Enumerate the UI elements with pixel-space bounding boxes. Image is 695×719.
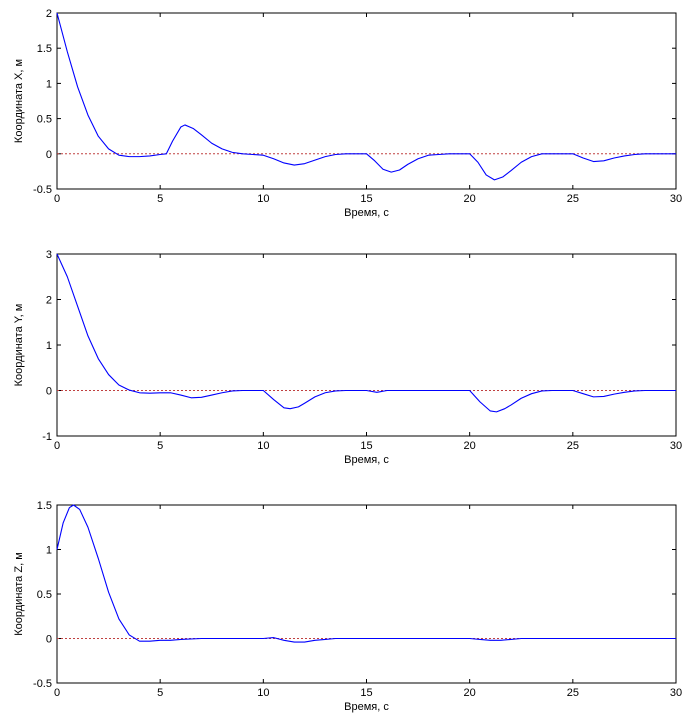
y-tick-label: 2: [46, 295, 52, 307]
x-tick-label: 25: [567, 193, 579, 205]
y-tick-label: 1.5: [37, 500, 52, 512]
x-tick-label: 0: [54, 193, 60, 205]
x-tick-label: 5: [157, 687, 163, 699]
x-tick-label: 30: [670, 440, 682, 452]
y-tick-label: 2: [46, 8, 52, 20]
y-axis-label: Координата Z, м: [13, 552, 25, 636]
series-line: [56, 12, 676, 181]
x-tick-label: 30: [670, 687, 682, 699]
x-tick-label: 10: [257, 687, 269, 699]
x-tick-label: 0: [54, 440, 60, 452]
x-tick-label: 25: [567, 440, 579, 452]
y-tick-label: 1: [46, 340, 52, 352]
y-tick-label: 1: [46, 78, 52, 90]
x-tick-label: 20: [464, 440, 476, 452]
y-tick-label: 1.5: [37, 43, 52, 55]
x-axis-label: Время, с: [344, 701, 389, 713]
y-tick-label: 0: [46, 386, 52, 398]
x-tick-label: 20: [464, 193, 476, 205]
x-tick-label: 15: [360, 440, 372, 452]
plot-area: [56, 504, 677, 684]
y-tick-label: -0.5: [33, 184, 52, 196]
y-tick-label: 1: [46, 545, 52, 557]
y-tick-label: 0.5: [37, 114, 52, 126]
series-line: [56, 504, 676, 643]
x-tick-label: 10: [257, 193, 269, 205]
y-tick-label: 0.5: [37, 589, 52, 601]
x-tick-label: 30: [670, 193, 682, 205]
y-tick-label: -1: [42, 431, 52, 443]
y-tick-label: 0: [46, 634, 52, 646]
series-line: [56, 253, 676, 413]
x-tick-label: 0: [54, 687, 60, 699]
y-axis-label: Координата X, м: [13, 59, 25, 143]
x-tick-label: 15: [360, 193, 372, 205]
y-tick-label: 3: [46, 249, 52, 261]
plot-area: [56, 253, 677, 437]
plot-area: [56, 12, 677, 190]
x-tick-label: 25: [567, 687, 579, 699]
x-tick-label: 10: [257, 440, 269, 452]
y-axis-label: Координата Y, м: [13, 304, 25, 387]
x-axis-label: Время, с: [344, 207, 389, 219]
x-tick-label: 5: [157, 193, 163, 205]
x-tick-label: 15: [360, 687, 372, 699]
x-tick-label: 20: [464, 687, 476, 699]
x-axis-label: Время, с: [344, 454, 389, 466]
x-tick-label: 5: [157, 440, 163, 452]
y-tick-label: -0.5: [33, 678, 52, 690]
y-tick-label: 0: [46, 149, 52, 161]
